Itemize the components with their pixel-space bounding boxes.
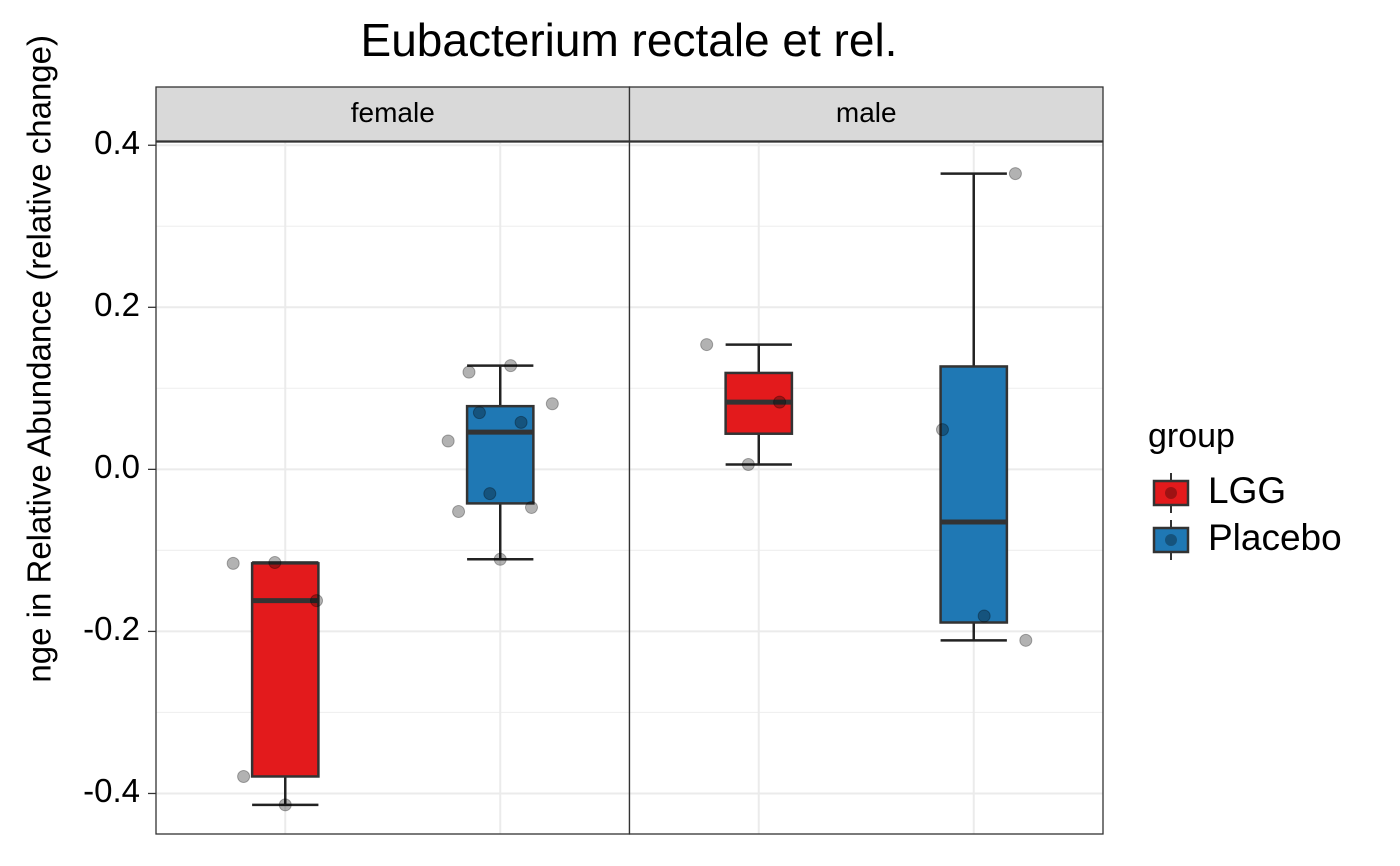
data-point [278, 798, 292, 812]
legend-key [1152, 526, 1190, 554]
data-point [1008, 167, 1022, 181]
strip [155, 86, 631, 142]
data-point [237, 769, 251, 783]
y-tick-label: 0.0 [94, 448, 140, 485]
box [250, 562, 320, 778]
strip [628, 86, 1104, 142]
data-point [545, 397, 559, 411]
y-axis-label: nge in Relative Abundance (relative chan… [21, 35, 58, 683]
data-point [1019, 633, 1033, 647]
data-point [268, 556, 282, 570]
data-point [700, 338, 714, 352]
data-point [310, 594, 324, 608]
data-point [452, 504, 466, 518]
data-point [741, 458, 755, 472]
strip-label: male [836, 97, 897, 128]
y-tick-label: 0.2 [94, 286, 140, 323]
data-point [493, 552, 507, 566]
data-point [514, 415, 528, 429]
y-tick-label: 0.4 [94, 124, 140, 161]
chart-title: Eubacterium rectale et rel. [361, 14, 898, 66]
strip-label: female [351, 97, 435, 128]
legend-key-point [1165, 487, 1177, 499]
data-point [441, 434, 455, 448]
data-point [462, 365, 476, 379]
y-tick-label: -0.4 [83, 772, 140, 809]
legend-label: LGG [1208, 470, 1286, 511]
data-point [504, 359, 518, 373]
legend-key [1152, 479, 1190, 507]
panel-background [156, 142, 630, 834]
data-point [472, 406, 486, 420]
data-point [226, 556, 240, 570]
legend-key-point [1165, 534, 1177, 546]
legend-label: Placebo [1208, 517, 1342, 558]
box [465, 404, 535, 505]
panel-background [629, 142, 1103, 834]
y-tick-label: -0.2 [83, 610, 140, 647]
data-point [935, 423, 949, 437]
data-point [524, 500, 538, 514]
box [939, 365, 1009, 624]
data-point [483, 487, 497, 501]
legend-title: group [1148, 417, 1235, 455]
data-point [773, 395, 787, 409]
panel-border [628, 141, 1104, 835]
data-point [977, 609, 991, 623]
